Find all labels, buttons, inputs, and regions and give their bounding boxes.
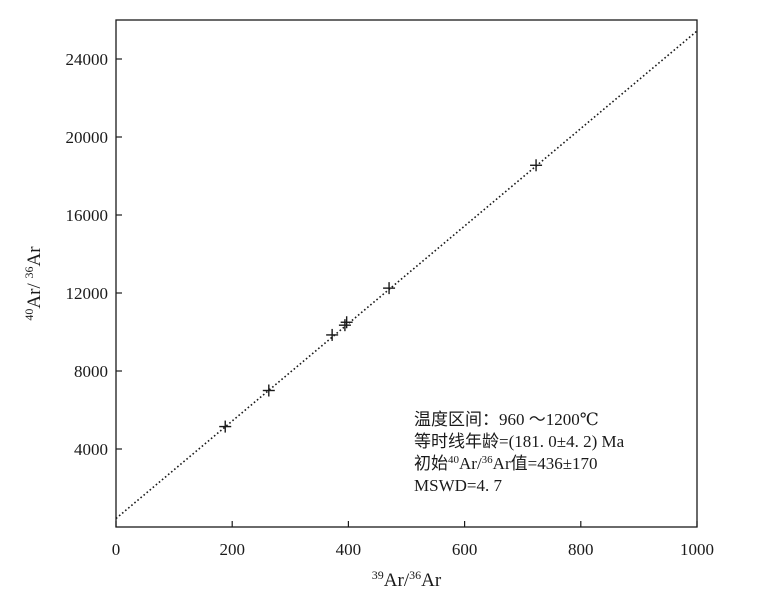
y-tick-label: 8000 bbox=[74, 362, 108, 381]
y-tick-label: 16000 bbox=[66, 206, 109, 225]
annotation-line: 等时线年龄=(181. 0±4. 2) Ma bbox=[414, 432, 625, 451]
plot-frame bbox=[115, 19, 698, 528]
x-tick-label: 200 bbox=[219, 540, 245, 559]
x-axis-title: 39Ar/36Ar bbox=[372, 568, 442, 591]
data-point bbox=[338, 319, 351, 332]
x-tick-label: 600 bbox=[452, 540, 478, 559]
x-axis: 0 200 400 600 800 1000 bbox=[112, 521, 714, 559]
data-point bbox=[219, 420, 232, 433]
data-point bbox=[383, 282, 396, 295]
y-axis-title: 40Ar/ 36Ar bbox=[22, 246, 45, 321]
annotation-line: MSWD=4. 7 bbox=[414, 476, 502, 495]
x-tick-label: 0 bbox=[112, 540, 121, 559]
data-point bbox=[530, 159, 543, 172]
x-tick-label: 800 bbox=[568, 540, 594, 559]
x-tick-label: 1000 bbox=[680, 540, 714, 559]
y-tick-label: 24000 bbox=[66, 50, 109, 69]
isochron-fit-line bbox=[115, 30, 698, 520]
points-layer bbox=[219, 159, 543, 433]
y-tick-label: 4000 bbox=[74, 440, 108, 459]
data-point bbox=[262, 384, 275, 397]
annotation-line: 温度区间：960 ～1200℃ bbox=[414, 410, 599, 429]
y-tick-label: 20000 bbox=[66, 128, 109, 147]
y-tick-label: 12000 bbox=[66, 284, 109, 303]
data-point bbox=[326, 328, 339, 341]
annotation-box: 温度区间：960 ～1200℃ 等时线年龄=(181. 0±4. 2) Ma 初始4… bbox=[414, 410, 625, 495]
annotation-line: 初始40Ar/36Ar值=436±170 bbox=[414, 454, 598, 473]
y-axis: 4000 8000 12000 16000 20000 24000 bbox=[66, 50, 122, 459]
data-point bbox=[340, 316, 353, 329]
fit-line-layer bbox=[115, 30, 698, 520]
x-tick-label: 400 bbox=[336, 540, 362, 559]
